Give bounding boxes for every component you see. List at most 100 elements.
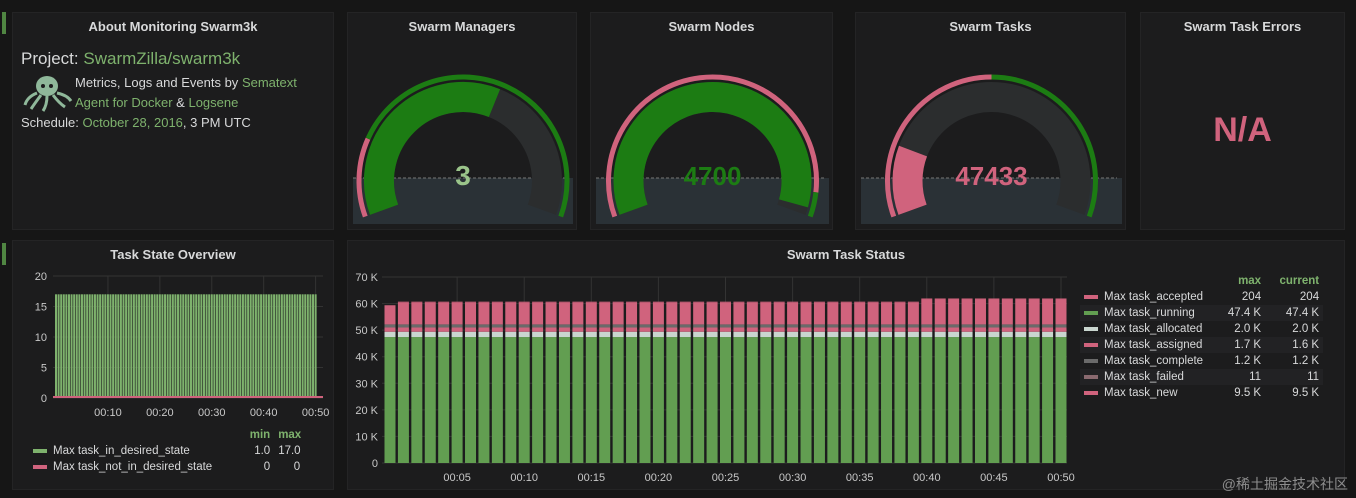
legend-item[interactable]: Max task_assigned 1.7 K 1.6 K: [1080, 337, 1324, 353]
legend-item[interactable]: Max task_accepted 204 204: [1080, 289, 1323, 305]
bar-segment: [934, 324, 946, 325]
bar-segment: [532, 327, 544, 332]
row-marker: [2, 12, 6, 34]
bar: [130, 294, 133, 398]
bar-segment: [921, 337, 933, 463]
bar-segment: [451, 331, 463, 338]
panel-title: About Monitoring Swarm3k: [88, 19, 258, 34]
bar-segment: [465, 324, 477, 328]
bar-segment: [773, 337, 785, 463]
legend-label: Max task_not_in_desired_state: [53, 461, 213, 473]
bar-segment: [558, 301, 570, 303]
bar-segment: [693, 331, 705, 338]
bar-segment: [1028, 324, 1040, 328]
bar-segment: [827, 324, 839, 325]
bar-segment: [505, 327, 517, 332]
errors-value: N/A: [1213, 111, 1272, 149]
bar-segment: [491, 302, 503, 325]
bar-segment: [974, 337, 986, 463]
bar-segment: [397, 324, 409, 328]
bar: [241, 294, 244, 398]
legend-header-current: current: [1279, 275, 1320, 287]
bar-segment: [840, 324, 852, 328]
bar-segment: [612, 337, 624, 463]
bar-segment: [626, 324, 638, 328]
bar-segment: [813, 327, 825, 332]
bar-segment: [545, 324, 557, 325]
x-tick-label: 00:10: [510, 472, 538, 484]
bar-segment: [787, 324, 799, 325]
x-tick-label: 00:40: [250, 407, 278, 419]
legend-item[interactable]: Max task_running 47.4 K 47.4 K: [1080, 305, 1324, 321]
legend-item[interactable]: Max task_complete 1.2 K 1.2 K: [1080, 353, 1323, 369]
legend-item[interactable]: Max task_allocated 2.0 K 2.0 K: [1080, 321, 1323, 337]
legend-item[interactable]: Max task_new 9.5 K 9.5 K: [1080, 385, 1323, 401]
y-tick-label: 0: [41, 393, 47, 405]
bar: [254, 294, 257, 398]
swarm-task-status-panel: Swarm Task Status 0 10 K 20 K 30 K 40 K 50 K 6…: [347, 240, 1345, 490]
bar-segment: [693, 324, 705, 325]
bar: [169, 294, 172, 398]
legend-item[interactable]: Max task_failed 11 11: [1080, 369, 1324, 385]
bar-segment: [948, 331, 960, 338]
bar-segment: [988, 324, 1000, 328]
swarm-task-errors-panel: Swarm Task Errors N/A: [1140, 12, 1345, 230]
series-swatch: [1084, 390, 1098, 395]
project-link[interactable]: SwarmZilla/swarm3k: [83, 49, 241, 68]
bar-segment: [505, 302, 517, 325]
bar-segment: [451, 324, 463, 325]
bar: [208, 294, 211, 398]
gauge-value: 47433: [955, 161, 1027, 191]
bar: [119, 294, 122, 398]
agent-link[interactable]: Agent for Docker: [75, 95, 173, 110]
legend-current: 204: [1299, 291, 1320, 303]
bar-segment: [1001, 324, 1013, 328]
bar-segment: [558, 302, 570, 325]
schedule-link[interactable]: October 28, 2016: [82, 115, 183, 130]
bar-segment: [465, 327, 477, 332]
bar: [55, 294, 57, 398]
bar-segment: [1015, 331, 1027, 338]
bar: [109, 294, 112, 398]
x-tick-label: 00:40: [913, 472, 941, 484]
bar-segment: [505, 337, 517, 463]
bar-segment: [813, 324, 825, 328]
sematext-link[interactable]: Sematext: [241, 75, 297, 90]
bar-segment: [894, 301, 906, 303]
legend: min max Max task_in_desired_state 1.0 17.0 …: [29, 427, 304, 475]
bar: [164, 294, 167, 398]
bar-segment: [988, 337, 1000, 463]
bar-segment: [491, 337, 503, 463]
project-label: Project:: [21, 49, 79, 68]
bar: [291, 294, 294, 398]
panel-title: Swarm Tasks: [949, 19, 1032, 34]
row-marker: [2, 243, 6, 265]
bar-segment: [1042, 298, 1054, 300]
panel-title: Swarm Nodes: [668, 19, 755, 34]
bar-segment: [545, 324, 557, 328]
bar-segment: [934, 324, 946, 328]
bar: [174, 294, 177, 398]
bar: [267, 294, 270, 398]
bar-segment: [746, 301, 758, 303]
bar-segment: [478, 337, 490, 463]
bar-segment: [907, 301, 919, 303]
bar-segment: [397, 337, 409, 463]
legend-item[interactable]: Max task_in_desired_state 1.0 17.0: [29, 443, 304, 459]
bar-segment: [1001, 299, 1013, 325]
bar-segment: [612, 324, 624, 325]
bar-segment: [773, 327, 785, 332]
bar: [122, 294, 125, 398]
bar-segment: [505, 324, 517, 328]
bar-segment: [840, 301, 852, 303]
x-tick-label: 00:45: [980, 472, 1008, 484]
bar: [226, 294, 229, 398]
logsene-link[interactable]: Logsene: [188, 95, 239, 110]
bar-segment: [639, 324, 651, 328]
bar-segment: [558, 324, 570, 328]
bar-segment: [545, 302, 557, 325]
legend-item[interactable]: Max task_not_in_desired_state 0 0: [29, 459, 304, 475]
bar-segment: [397, 331, 409, 338]
y-tick-label: 15: [35, 302, 47, 314]
bar-segment: [438, 324, 450, 325]
